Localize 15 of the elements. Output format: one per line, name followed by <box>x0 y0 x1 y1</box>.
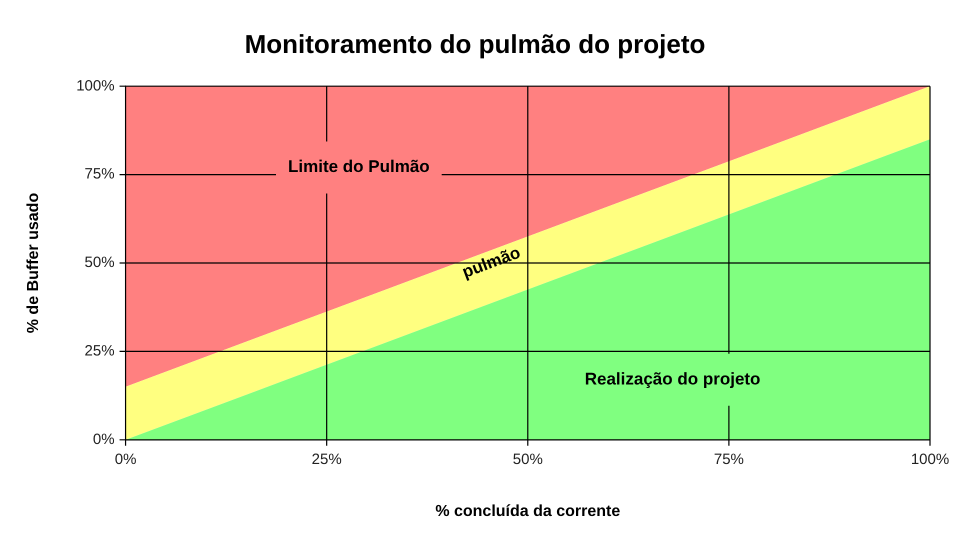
chart-title: Monitoramento do pulmão do projeto <box>244 28 706 59</box>
y-tick-label: 75% <box>84 166 115 183</box>
y-tick-label: 50% <box>84 254 115 272</box>
y-tick-label: 0% <box>92 430 115 448</box>
x-tick-label: 25% <box>312 450 342 468</box>
y-tick-label: 25% <box>84 342 115 360</box>
x-axis-title: % concluída da corrente <box>435 502 620 520</box>
x-tick-label: 0% <box>114 450 136 468</box>
x-tick-label: 100% <box>910 450 950 468</box>
x-tick-label: 50% <box>512 450 543 468</box>
y-tick-label: 100% <box>76 77 115 94</box>
annotation: Realização do projeto <box>584 369 760 388</box>
annotation: Limite do Pulmão <box>288 157 430 176</box>
y-axis-title: % de Buffer usado <box>25 192 42 334</box>
x-tick-label: 75% <box>714 450 744 468</box>
